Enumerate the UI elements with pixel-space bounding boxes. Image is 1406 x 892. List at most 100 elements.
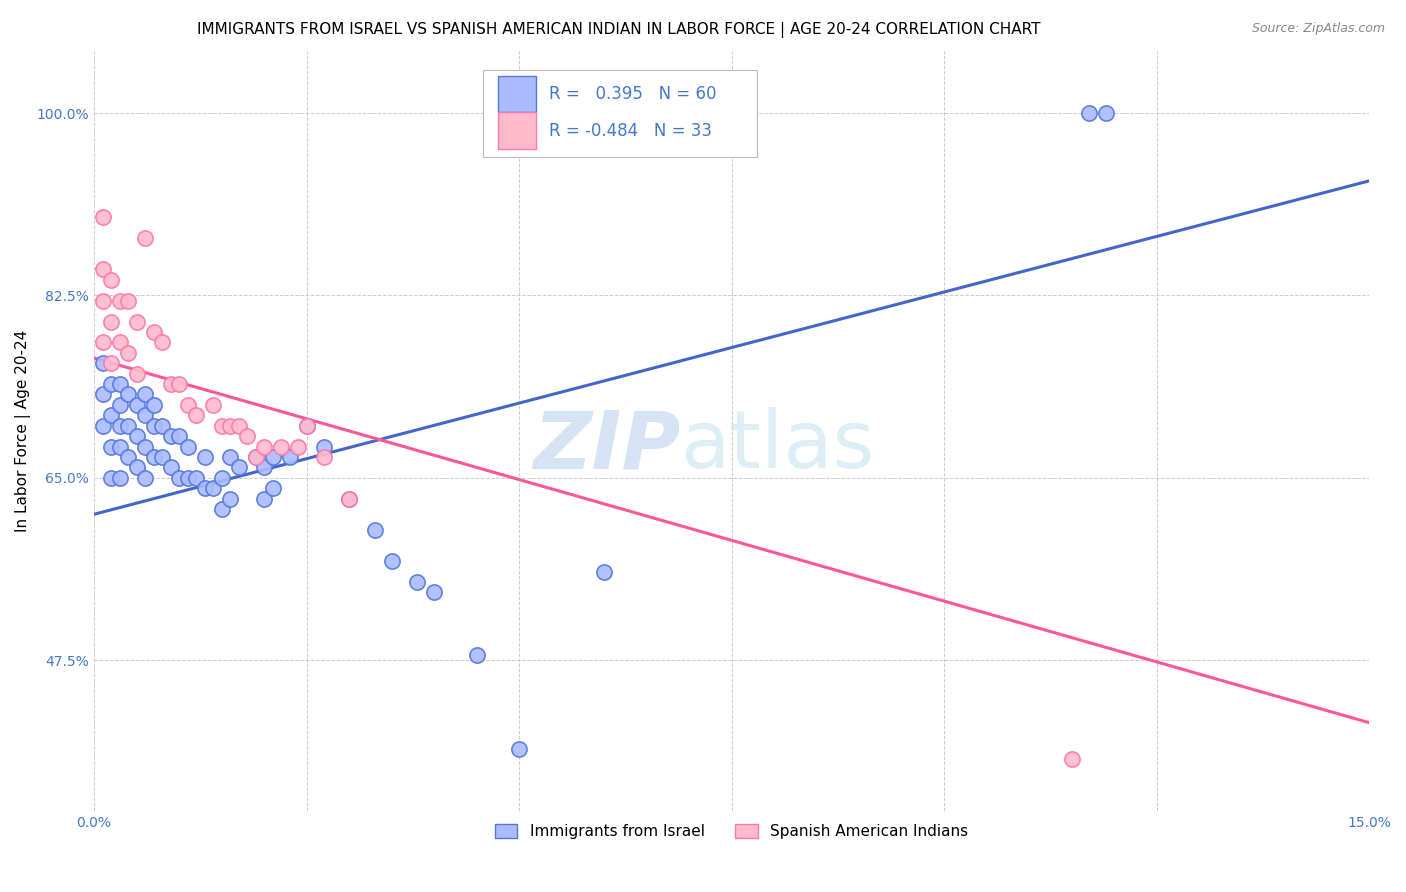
Point — [117, 450, 139, 464]
Point — [117, 293, 139, 308]
Point — [100, 314, 122, 328]
Point — [253, 440, 276, 454]
Text: ZIP: ZIP — [533, 407, 681, 485]
Point — [295, 418, 318, 433]
Point — [134, 409, 156, 423]
Point — [465, 648, 488, 662]
Point — [278, 450, 301, 464]
Point — [91, 418, 114, 433]
Point — [159, 460, 181, 475]
Point — [193, 450, 215, 464]
Point — [176, 398, 198, 412]
Point — [150, 418, 173, 433]
Point — [100, 356, 122, 370]
Point — [312, 450, 335, 464]
Point — [228, 460, 250, 475]
Point — [167, 471, 190, 485]
Point — [245, 450, 267, 464]
Point — [1060, 752, 1083, 766]
Point — [184, 471, 207, 485]
Point — [142, 398, 165, 412]
Point — [134, 231, 156, 245]
Point — [142, 450, 165, 464]
Point — [295, 418, 318, 433]
Point — [91, 356, 114, 370]
Point — [117, 418, 139, 433]
Point — [337, 491, 360, 506]
Legend: Immigrants from Israel, Spanish American Indians: Immigrants from Israel, Spanish American… — [488, 818, 974, 846]
Point — [245, 450, 267, 464]
Point — [150, 450, 173, 464]
Point — [184, 409, 207, 423]
Text: R = -0.484   N = 33: R = -0.484 N = 33 — [550, 121, 713, 139]
Point — [108, 440, 131, 454]
Point — [108, 335, 131, 350]
Point — [134, 471, 156, 485]
Point — [236, 429, 259, 443]
Point — [202, 398, 225, 412]
Point — [337, 491, 360, 506]
Point — [125, 460, 148, 475]
Point — [91, 211, 114, 225]
Point — [380, 554, 402, 568]
Point — [253, 460, 276, 475]
Point — [211, 471, 233, 485]
Point — [117, 346, 139, 360]
FancyBboxPatch shape — [498, 76, 537, 112]
Point — [108, 293, 131, 308]
Point — [100, 409, 122, 423]
Point — [262, 481, 284, 495]
Point — [287, 440, 309, 454]
Point — [159, 377, 181, 392]
Point — [211, 418, 233, 433]
Point — [270, 440, 292, 454]
FancyBboxPatch shape — [482, 70, 756, 157]
Text: Source: ZipAtlas.com: Source: ZipAtlas.com — [1251, 22, 1385, 36]
Point — [193, 481, 215, 495]
Point — [262, 450, 284, 464]
Point — [134, 387, 156, 401]
Point — [125, 367, 148, 381]
Point — [91, 335, 114, 350]
Point — [202, 481, 225, 495]
Point — [100, 377, 122, 392]
Point — [108, 418, 131, 433]
Point — [91, 262, 114, 277]
Point — [150, 335, 173, 350]
Point — [108, 471, 131, 485]
Point — [134, 440, 156, 454]
Point — [117, 387, 139, 401]
Point — [312, 440, 335, 454]
Point — [108, 377, 131, 392]
Point — [508, 741, 530, 756]
Text: atlas: atlas — [681, 407, 875, 485]
Point — [363, 523, 385, 537]
Point — [253, 491, 276, 506]
Point — [125, 398, 148, 412]
Point — [167, 429, 190, 443]
Point — [100, 273, 122, 287]
Point — [159, 429, 181, 443]
Point — [228, 418, 250, 433]
Point — [125, 429, 148, 443]
Point — [91, 293, 114, 308]
Point — [142, 418, 165, 433]
Point — [423, 585, 446, 599]
Point — [176, 471, 198, 485]
Point — [91, 387, 114, 401]
Point — [142, 325, 165, 339]
Point — [211, 502, 233, 516]
Point — [176, 440, 198, 454]
FancyBboxPatch shape — [498, 112, 537, 149]
Text: R =   0.395   N = 60: R = 0.395 N = 60 — [550, 85, 717, 103]
Text: IMMIGRANTS FROM ISRAEL VS SPANISH AMERICAN INDIAN IN LABOR FORCE | AGE 20-24 COR: IMMIGRANTS FROM ISRAEL VS SPANISH AMERIC… — [197, 22, 1040, 38]
Point — [219, 491, 242, 506]
Point — [125, 314, 148, 328]
Point — [108, 398, 131, 412]
Y-axis label: In Labor Force | Age 20-24: In Labor Force | Age 20-24 — [15, 330, 31, 532]
Point — [406, 574, 429, 589]
Point — [593, 565, 616, 579]
Point — [219, 450, 242, 464]
Point — [219, 418, 242, 433]
Point — [100, 471, 122, 485]
